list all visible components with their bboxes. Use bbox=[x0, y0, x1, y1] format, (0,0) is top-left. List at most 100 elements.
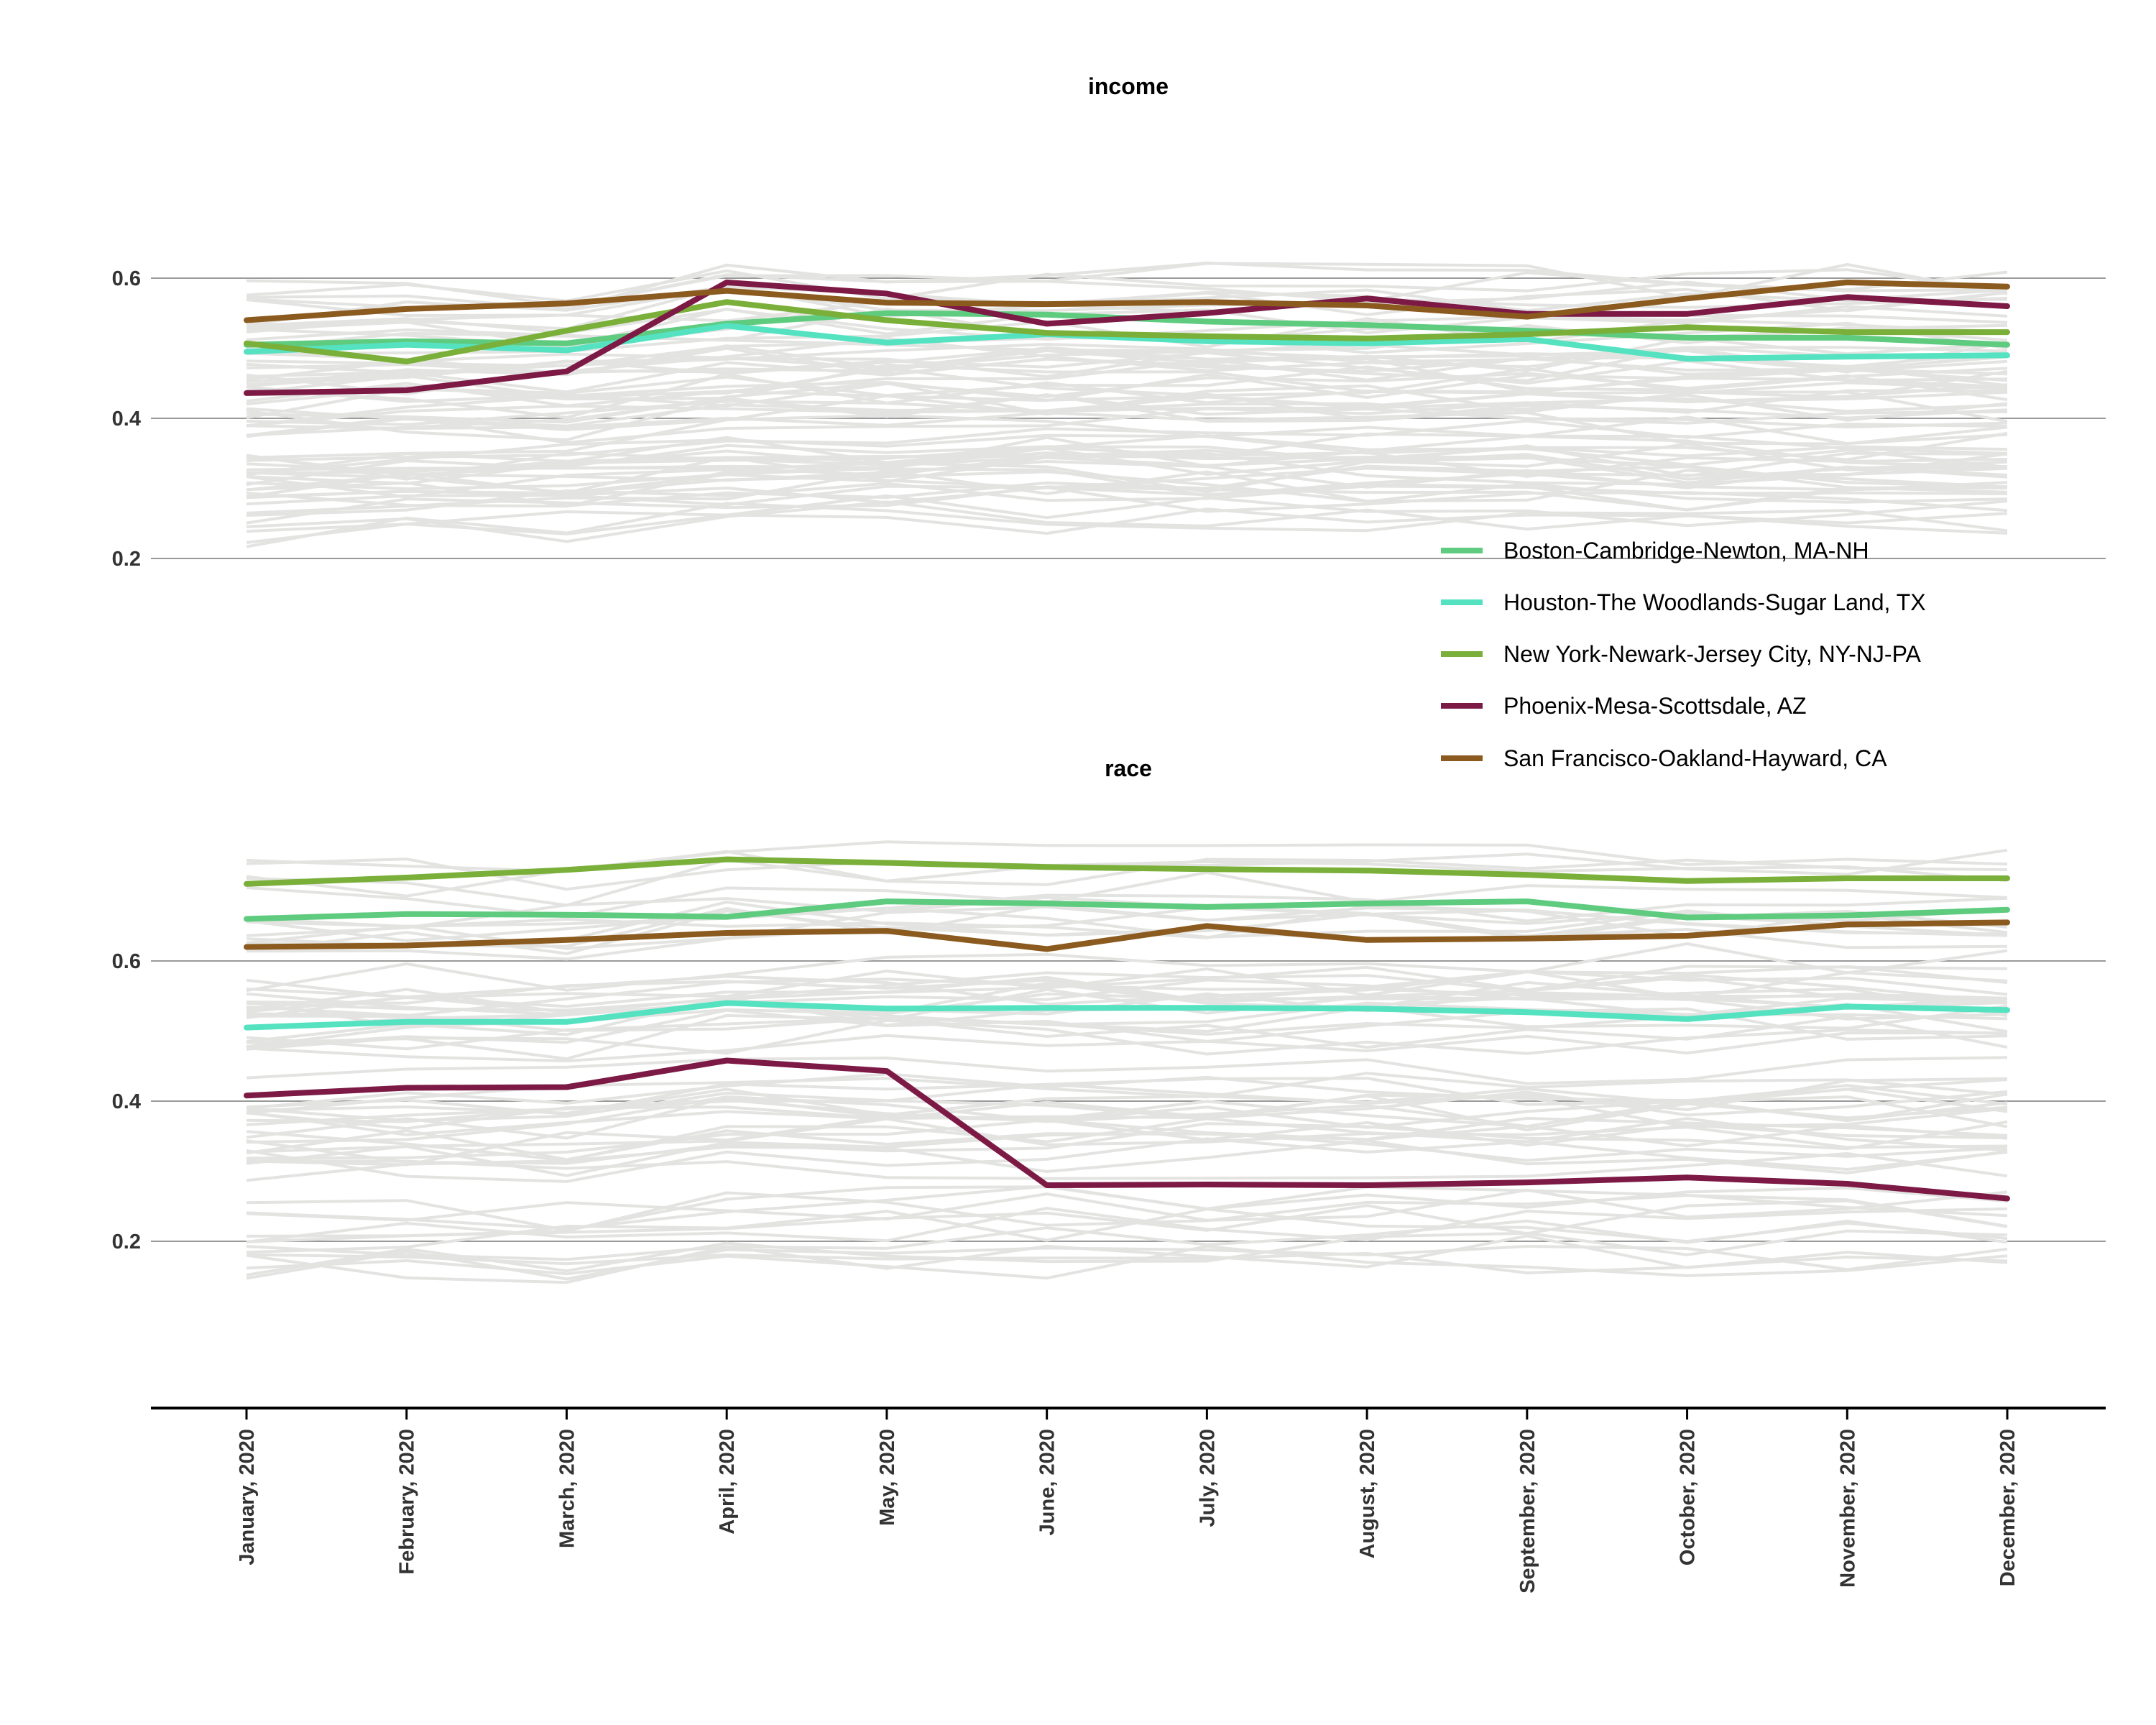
legend-label: Phoenix-Mesa-Scottsdale, AZ bbox=[1503, 693, 1807, 719]
x-axis-ticks: January, 2020 February, 2020 March, 2020 Ap… bbox=[236, 1408, 2019, 1593]
background-line bbox=[246, 481, 2008, 512]
legend-item-houston: Houston-The Woodlands-Sugar Land, TX bbox=[1441, 589, 1926, 615]
panel-race: 0.2 0.4 0.6 race bbox=[112, 755, 2106, 1284]
background-line bbox=[246, 1137, 2008, 1183]
x-tick-label: March, 2020 bbox=[556, 1429, 579, 1548]
background-line bbox=[246, 500, 2008, 543]
background-line bbox=[246, 1120, 2008, 1165]
background-line bbox=[246, 1031, 2007, 1063]
background-line bbox=[246, 368, 2008, 408]
background-line bbox=[246, 393, 2008, 437]
background-line bbox=[246, 1087, 2008, 1117]
series-line-3 bbox=[244, 279, 2010, 396]
y-tick-label: 0.2 bbox=[112, 548, 141, 571]
legend-item-san-francisco: San Francisco-Oakland-Hayward, CA bbox=[1441, 745, 1887, 771]
background-line bbox=[246, 978, 2008, 1018]
legend-item-new-york: New York-Newark-Jersey City, NY-NJ-PA bbox=[1441, 641, 1922, 667]
background-line bbox=[246, 1251, 2008, 1274]
background-line bbox=[246, 1116, 2008, 1160]
x-tick-label: August, 2020 bbox=[1356, 1429, 1379, 1559]
background-line bbox=[246, 469, 2008, 515]
legend-item-boston: Boston-Cambridge-Newton, MA-NH bbox=[1441, 538, 1869, 564]
x-tick-label: May, 2020 bbox=[876, 1429, 899, 1526]
background-line bbox=[246, 464, 2008, 507]
series-line-4 bbox=[244, 919, 2010, 952]
x-tick-label: February, 2020 bbox=[396, 1429, 419, 1575]
background-line bbox=[246, 419, 2008, 462]
series-line-3 bbox=[244, 1057, 2010, 1202]
background-line bbox=[246, 1091, 2008, 1128]
background-line bbox=[246, 1056, 2008, 1085]
series-line-2 bbox=[244, 856, 2010, 887]
background-line bbox=[246, 502, 2008, 548]
series-line-1 bbox=[244, 323, 2010, 362]
background-line bbox=[246, 1117, 2008, 1165]
x-tick-label: June, 2020 bbox=[1036, 1429, 1059, 1535]
background-line bbox=[246, 268, 2008, 303]
background-line bbox=[246, 1188, 2008, 1222]
background-line bbox=[246, 1077, 2008, 1126]
x-tick-label: September, 2020 bbox=[1516, 1429, 1539, 1593]
background-line bbox=[246, 1117, 2008, 1162]
background-line bbox=[246, 365, 2008, 406]
series-line-1 bbox=[244, 1000, 2010, 1031]
y-tick-label: 0.2 bbox=[112, 1230, 141, 1254]
y-axis-ticks: 0.2 0.4 0.6 bbox=[112, 267, 141, 571]
background-line bbox=[246, 991, 2008, 1031]
x-tick-label: November, 2020 bbox=[1836, 1429, 1859, 1588]
x-tick-label: January, 2020 bbox=[236, 1429, 259, 1565]
series-line-4 bbox=[244, 279, 2010, 323]
background-lines bbox=[246, 262, 2008, 548]
background-line bbox=[246, 470, 2008, 504]
background-lines bbox=[246, 840, 2008, 1284]
background-line bbox=[246, 1245, 2008, 1280]
legend-label: Boston-Cambridge-Newton, MA-NH bbox=[1503, 538, 1869, 564]
background-line bbox=[246, 1152, 2008, 1180]
background-line bbox=[246, 494, 2008, 533]
background-line bbox=[246, 965, 2008, 1000]
highlighted-series bbox=[244, 856, 2010, 1202]
background-line bbox=[246, 449, 2008, 484]
background-line bbox=[246, 1004, 2008, 1033]
highlighted-series bbox=[244, 279, 2010, 396]
background-line bbox=[246, 1139, 2008, 1182]
background-line bbox=[246, 1219, 2008, 1261]
background-line bbox=[246, 1207, 2008, 1243]
background-line bbox=[246, 460, 2008, 492]
series-line-0 bbox=[244, 898, 2010, 922]
background-line bbox=[246, 965, 2008, 1013]
background-line bbox=[246, 1007, 2008, 1049]
background-line bbox=[246, 850, 2008, 898]
legend: Boston-Cambridge-Newton, MA-NH Houston-T… bbox=[1441, 538, 1926, 771]
panel-income: 0.2 0.4 0.6 income bbox=[112, 73, 2106, 571]
background-line bbox=[246, 397, 2008, 444]
background-line bbox=[246, 942, 2008, 993]
panel-title-race: race bbox=[1105, 755, 1152, 781]
background-line bbox=[246, 434, 2008, 474]
x-tick-label: October, 2020 bbox=[1677, 1429, 1700, 1565]
legend-label: New York-Newark-Jersey City, NY-NJ-PA bbox=[1503, 641, 1922, 667]
series-line-2 bbox=[244, 299, 2010, 364]
legend-label: San Francisco-Oakland-Hayward, CA bbox=[1503, 745, 1887, 771]
y-tick-label: 0.4 bbox=[112, 408, 141, 431]
background-line bbox=[246, 1018, 2008, 1056]
panel-title-income: income bbox=[1088, 73, 1169, 99]
background-line bbox=[246, 290, 2008, 334]
background-line bbox=[246, 893, 2008, 928]
x-tick-label: July, 2020 bbox=[1196, 1429, 1219, 1527]
x-tick-label: April, 2020 bbox=[716, 1429, 739, 1535]
y-tick-label: 0.6 bbox=[112, 267, 141, 290]
x-axis: January, 2020 February, 2020 March, 2020 Ap… bbox=[151, 1407, 2106, 1593]
x-tick-label: December, 2020 bbox=[1996, 1429, 2019, 1586]
background-line bbox=[246, 1191, 2008, 1238]
background-line bbox=[246, 906, 2008, 942]
background-line bbox=[246, 346, 2008, 376]
y-axis-ticks: 0.2 0.4 0.6 bbox=[112, 950, 141, 1254]
background-line bbox=[246, 970, 2008, 1013]
y-tick-label: 0.6 bbox=[112, 950, 141, 973]
background-line bbox=[246, 1184, 2008, 1230]
y-tick-label: 0.4 bbox=[112, 1090, 141, 1113]
legend-label: Houston-The Woodlands-Sugar Land, TX bbox=[1503, 589, 1926, 615]
background-line bbox=[246, 857, 2008, 907]
